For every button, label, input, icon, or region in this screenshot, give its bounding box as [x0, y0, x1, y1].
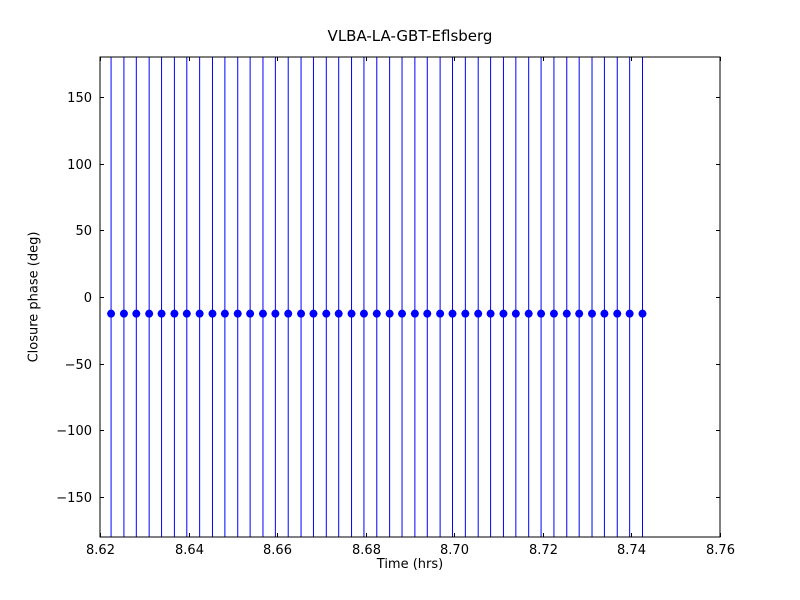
y-tick-labels: −150 −100 −50 0 50 100 150: [56, 91, 92, 506]
y-tick-label: −50: [65, 358, 92, 373]
x-tick-label: 8.62: [86, 543, 115, 558]
data-point: [309, 309, 318, 318]
data-point: [499, 309, 508, 318]
data-point: [157, 309, 166, 318]
data-point: [258, 309, 267, 318]
x-axis-label: Time (hrs): [376, 557, 444, 572]
data-point: [208, 309, 217, 318]
data-point: [613, 309, 622, 318]
data-point: [549, 309, 558, 318]
data-point: [448, 309, 457, 318]
data-point: [372, 309, 381, 318]
data-point: [297, 309, 306, 318]
data-point: [537, 309, 546, 318]
chart-title: VLBA-LA-GBT-Eflsberg: [327, 27, 493, 45]
y-tick-label: −150: [56, 491, 92, 506]
data-point: [246, 309, 255, 318]
data-point: [182, 309, 191, 318]
data-point: [119, 309, 128, 318]
x-tick-label: 8.68: [352, 543, 381, 558]
x-tick-labels: 8.62 8.64 8.66 8.68 8.70 8.72 8.74 8.76: [86, 543, 735, 558]
data-point: [233, 309, 242, 318]
data-point: [486, 309, 495, 318]
y-tick-label: 100: [67, 158, 92, 173]
data-point: [322, 309, 331, 318]
data-point: [132, 309, 141, 318]
data-point: [107, 309, 116, 318]
data-point: [423, 309, 432, 318]
data-point: [474, 309, 483, 318]
data-point: [359, 309, 368, 318]
data-point: [145, 309, 154, 318]
y-axis-label: Closure phase (deg): [26, 231, 42, 363]
data-point: [638, 309, 647, 318]
data-point: [410, 309, 419, 318]
x-tick-label: 8.64: [175, 543, 204, 558]
data-point: [524, 309, 533, 318]
data-point: [347, 309, 356, 318]
data-point: [562, 309, 571, 318]
x-tick-label: 8.74: [617, 543, 646, 558]
data-point: [385, 309, 394, 318]
y-ticks: [100, 97, 720, 498]
axes-box: [99, 56, 721, 538]
data-point: [220, 309, 229, 318]
data-point: [588, 309, 597, 318]
x-tick-label: 8.70: [440, 543, 469, 558]
x-tick-label: 8.76: [706, 543, 735, 558]
data-point: [600, 309, 609, 318]
data-point: [195, 309, 204, 318]
data-point: [511, 309, 520, 318]
y-tick-label: −100: [56, 424, 92, 439]
error-bars: [110, 57, 643, 537]
data-point: [271, 309, 280, 318]
data-point: [284, 309, 293, 318]
x-tick-label: 8.66: [263, 543, 292, 558]
data-points: [107, 309, 647, 318]
x-ticks: [100, 57, 721, 537]
data-point: [334, 309, 343, 318]
data-point: [436, 309, 445, 318]
x-tick-label: 8.72: [529, 543, 558, 558]
data-point: [575, 309, 584, 318]
data-point: [398, 309, 407, 318]
y-tick-label: 50: [75, 224, 92, 239]
data-point: [461, 309, 470, 318]
y-tick-label: 0: [84, 291, 92, 306]
data-point: [170, 309, 179, 318]
data-point: [625, 309, 634, 318]
y-tick-label: 150: [67, 91, 92, 106]
